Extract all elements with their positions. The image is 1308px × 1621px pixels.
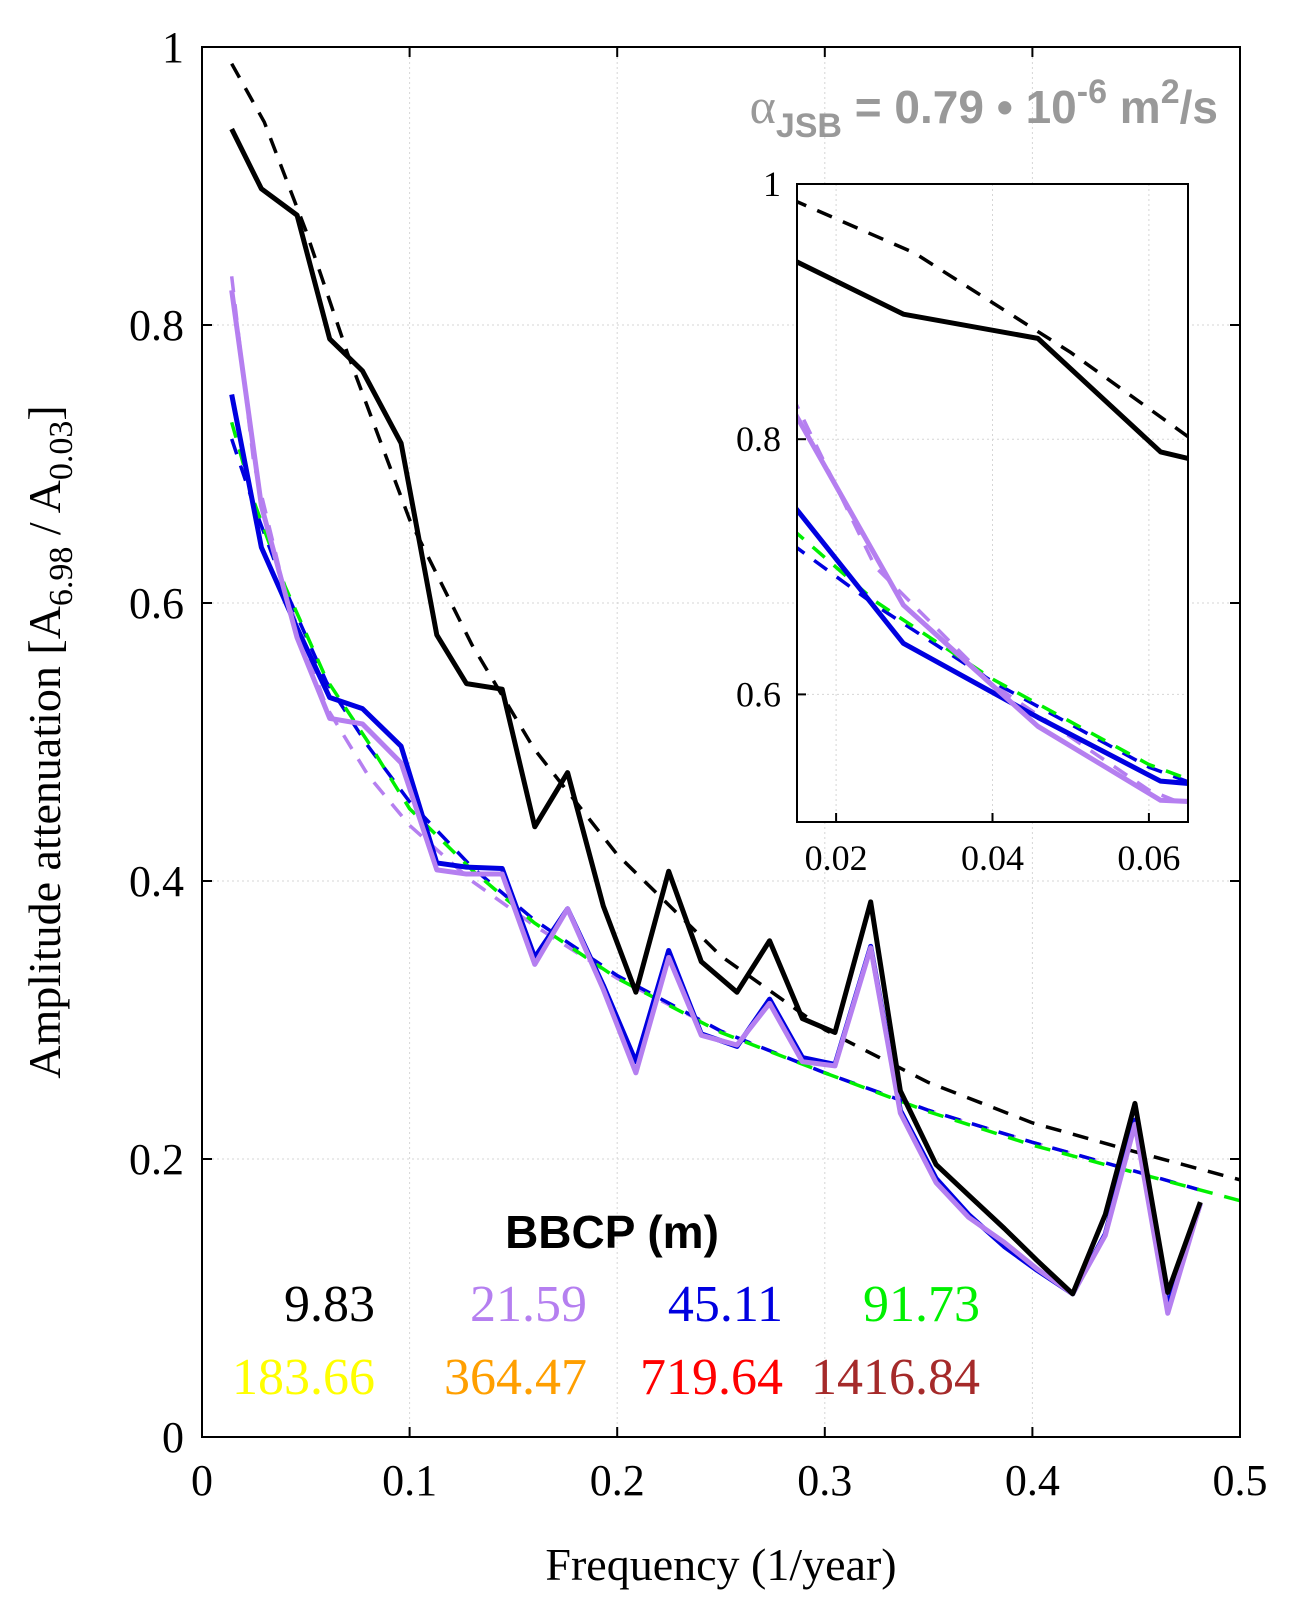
inset-y-tick-label: 0.6 <box>736 674 781 714</box>
inset-x-tick-label: 0.06 <box>1117 838 1180 878</box>
legend-entry-9.83: 9.83 <box>284 1276 375 1333</box>
y-tick-label: 0.4 <box>129 857 184 906</box>
inset-x-tick-label: 0.04 <box>961 838 1024 878</box>
x-tick-label: 0.1 <box>382 1456 437 1505</box>
inset-axis-ticks: 0.02 0.04 0.06 0.6 0.8 1 <box>736 164 1180 878</box>
main-plot-series <box>229 62 1240 1316</box>
legend: 9.83 21.59 45.11 91.73 183.66 364.47 719.64 141… <box>232 1276 980 1406</box>
legend-entry-719.64: 719.64 <box>640 1349 783 1406</box>
legend-title: BBCP (m) <box>505 1206 719 1258</box>
legend-entry-45.11: 45.11 <box>668 1276 783 1333</box>
y-tick-label: 0.2 <box>129 1135 184 1184</box>
main-axis-ticks: 0 0.1 0.2 0.3 0.4 0.5 0 0.2 0.4 0.6 0.8 1 <box>129 23 1268 1505</box>
x-tick-label: 0.5 <box>1213 1456 1268 1505</box>
x-axis-label: Frequency (1/year) <box>545 1539 896 1590</box>
y-tick-label: 0 <box>162 1413 184 1462</box>
legend-entry-21.59: 21.59 <box>470 1276 587 1333</box>
x-tick-label: 0.3 <box>797 1456 852 1505</box>
x-tick-label: 0.2 <box>590 1456 645 1505</box>
fit-line-91.73 <box>230 421 1240 1203</box>
y-tick-label: 0.6 <box>129 579 184 628</box>
data-line-21.59 <box>229 289 1203 1316</box>
legend-entry-364.47: 364.47 <box>444 1349 587 1406</box>
fit-line-91.73 <box>797 530 1188 781</box>
inset-y-tick-label: 0.8 <box>736 419 781 459</box>
inset-x-tick-label: 0.02 <box>805 838 868 878</box>
legend-entry-1416.84: 1416.84 <box>811 1349 980 1406</box>
y-tick-label: 0.8 <box>129 301 184 350</box>
inset-y-tick-label: 1 <box>763 164 781 204</box>
y-tick-label: 1 <box>162 23 184 72</box>
x-tick-label: 0 <box>191 1456 213 1505</box>
data-line-9.83 <box>229 127 1203 1297</box>
legend-entry-183.66: 183.66 <box>232 1349 375 1406</box>
y-axis-label: Amplitude attenuation [A6.98 / A0.03] <box>19 405 80 1078</box>
x-tick-label: 0.4 <box>1005 1456 1060 1505</box>
fit-line-9.83 <box>797 199 1188 439</box>
diffusivity-annotation: αJSB = 0.79 • 10-6 m2/s <box>750 73 1218 145</box>
main-plot-frame <box>201 46 1241 1438</box>
legend-entry-91.73: 91.73 <box>863 1276 980 1333</box>
inset-plot-series <box>797 199 1188 808</box>
